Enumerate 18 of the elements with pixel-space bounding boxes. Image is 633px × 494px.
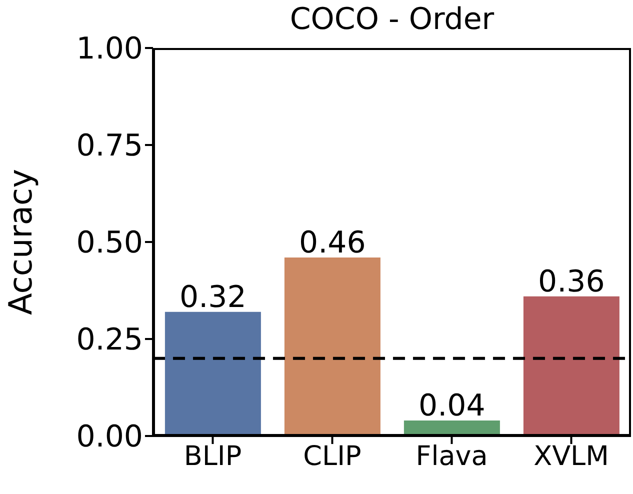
y-tick-label: 0.50 bbox=[76, 226, 143, 261]
x-tick-label: CLIP bbox=[303, 441, 362, 472]
data-label: 0.04 bbox=[418, 388, 486, 424]
data-label: 0.46 bbox=[299, 226, 366, 261]
y-tick-label: 0.00 bbox=[76, 420, 143, 455]
x-tick-label: Flava bbox=[416, 441, 488, 472]
data-label: 0.32 bbox=[180, 280, 246, 315]
bar bbox=[284, 258, 380, 436]
bar bbox=[523, 296, 620, 436]
y-tick-label: 1.00 bbox=[76, 32, 143, 67]
bar bbox=[164, 312, 261, 436]
y-tick-label: 0.75 bbox=[76, 128, 143, 164]
chart-title: COCO - Order bbox=[288, 2, 496, 37]
x-tick-label: BLIP bbox=[184, 441, 242, 472]
data-label: 0.36 bbox=[538, 264, 605, 300]
y-tick-label: 0.25 bbox=[76, 322, 143, 358]
x-tick-label: XVLM bbox=[534, 441, 609, 472]
y-axis-title: Accuracy bbox=[1, 168, 40, 316]
